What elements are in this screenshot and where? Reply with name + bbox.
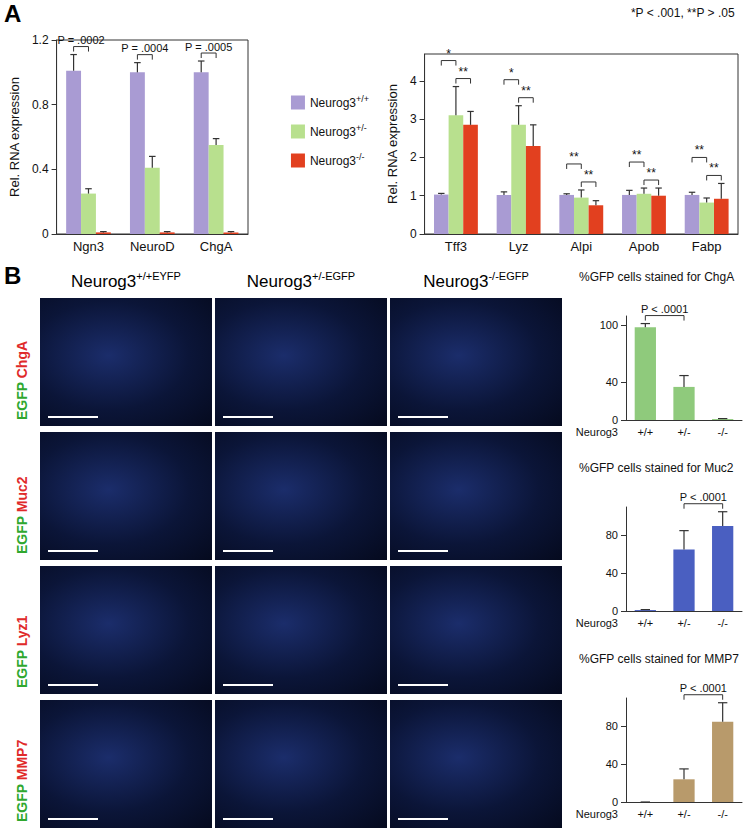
- svg-text:0: 0: [612, 414, 618, 426]
- svg-text:**: **: [584, 168, 594, 182]
- svg-text:1: 1: [410, 189, 417, 203]
- svg-text:%GFP cells stained for MMP7: %GFP cells stained for MMP7: [579, 652, 739, 666]
- svg-text:0: 0: [612, 796, 618, 808]
- html-text:Lyz1: Lyz1: [14, 615, 30, 651]
- html-text:Muc2: Muc2: [14, 476, 30, 517]
- svg-text:P < .0001: P < .0001: [641, 303, 688, 315]
- svg-text:*: *: [509, 66, 514, 80]
- svg-text:**: **: [647, 166, 657, 180]
- html-text:Neurog3+/-EGFP: Neurog3+/-EGFP: [246, 270, 356, 291]
- svg-text:P = .0004: P = .0004: [121, 42, 168, 54]
- svg-text:0: 0: [42, 227, 49, 241]
- svg-text:**: **: [459, 65, 469, 79]
- svg-text:-/-: -/-: [356, 152, 365, 162]
- svg-text:Neurog3: Neurog3: [576, 808, 618, 820]
- html-text:Neurog3-/-EGFP: Neurog3-/-EGFP: [423, 270, 529, 291]
- svg-text:+/-: +/-: [356, 123, 367, 133]
- svg-text:40: 40: [606, 567, 618, 579]
- svg-text:P = .0002: P = .0002: [57, 34, 104, 46]
- svg-text:**: **: [709, 161, 719, 175]
- svg-text:*P < .001, **P > .05: *P < .001, **P > .05: [631, 6, 735, 20]
- svg-text:ChgA: ChgA: [200, 239, 233, 254]
- svg-text:P = .0005: P = .0005: [185, 41, 232, 53]
- svg-text:Apob: Apob: [629, 239, 659, 254]
- svg-text:%GFP cells stained for ChgA: %GFP cells stained for ChgA: [579, 270, 734, 284]
- svg-text:*: *: [446, 47, 451, 61]
- svg-text:**: **: [632, 148, 642, 162]
- svg-text:+/-: +/-: [677, 426, 690, 438]
- svg-text:0: 0: [612, 605, 618, 617]
- html-text:EGFP: EGFP: [14, 382, 30, 420]
- svg-text:Rel. RNA expression: Rel. RNA expression: [7, 77, 22, 197]
- svg-text:0: 0: [410, 227, 417, 241]
- svg-text:+/+: +/+: [637, 426, 653, 438]
- svg-text:Ngn3: Ngn3: [73, 239, 104, 254]
- svg-text:Alpi: Alpi: [570, 239, 592, 254]
- svg-text:100: 100: [600, 319, 618, 331]
- svg-text:P < .0001: P < .0001: [680, 682, 727, 694]
- html-text:MMP7: MMP7: [14, 739, 30, 785]
- svg-text:Neurog3: Neurog3: [310, 154, 356, 168]
- svg-text:**: **: [695, 143, 705, 157]
- html-text:A: A: [4, 0, 22, 27]
- svg-text:P < .0001: P < .0001: [680, 491, 727, 503]
- html-text:B: B: [4, 262, 22, 289]
- svg-text:+/+: +/+: [637, 617, 653, 629]
- html-text:EGFP: EGFP: [14, 650, 30, 688]
- svg-text:-/-: -/-: [717, 426, 728, 438]
- svg-text:Tff3: Tff3: [445, 239, 467, 254]
- svg-text:Neurog3: Neurog3: [576, 617, 618, 629]
- svg-text:3: 3: [410, 112, 417, 126]
- svg-text:+/+: +/+: [637, 808, 653, 820]
- html-text:Neurog3+/+EYFP: Neurog3+/+EYFP: [71, 270, 181, 291]
- svg-text:-/-: -/-: [717, 808, 728, 820]
- svg-text:1.2: 1.2: [32, 33, 49, 47]
- svg-text:+/+: +/+: [356, 94, 369, 104]
- svg-text:Lyz: Lyz: [509, 239, 529, 254]
- html-text:ChgA: ChgA: [14, 340, 30, 383]
- html-text:EGFP: EGFP: [14, 784, 30, 822]
- svg-text:%GFP cells stained for Muc2: %GFP cells stained for Muc2: [579, 461, 734, 475]
- svg-text:40: 40: [606, 376, 618, 388]
- svg-text:+/-: +/-: [677, 617, 690, 629]
- svg-text:80: 80: [606, 529, 618, 541]
- svg-text:**: **: [521, 84, 531, 98]
- svg-text:Fabp: Fabp: [692, 239, 722, 254]
- svg-text:40: 40: [606, 758, 618, 770]
- svg-text:**: **: [569, 150, 579, 164]
- html-text:EGFP: EGFP: [14, 516, 30, 554]
- svg-text:0.8: 0.8: [32, 98, 49, 112]
- svg-text:4: 4: [410, 74, 417, 88]
- svg-text:NeuroD: NeuroD: [130, 239, 175, 254]
- svg-text:+/-: +/-: [677, 808, 690, 820]
- svg-text:Neurog3: Neurog3: [310, 96, 356, 110]
- svg-text:Neurog3: Neurog3: [576, 426, 618, 438]
- svg-text:2: 2: [410, 150, 417, 164]
- svg-text:0.4: 0.4: [32, 162, 49, 176]
- svg-text:Rel. RNA expression: Rel. RNA expression: [385, 84, 400, 204]
- svg-text:80: 80: [606, 720, 618, 732]
- svg-text:-/-: -/-: [717, 617, 728, 629]
- svg-text:Neurog3: Neurog3: [310, 125, 356, 139]
